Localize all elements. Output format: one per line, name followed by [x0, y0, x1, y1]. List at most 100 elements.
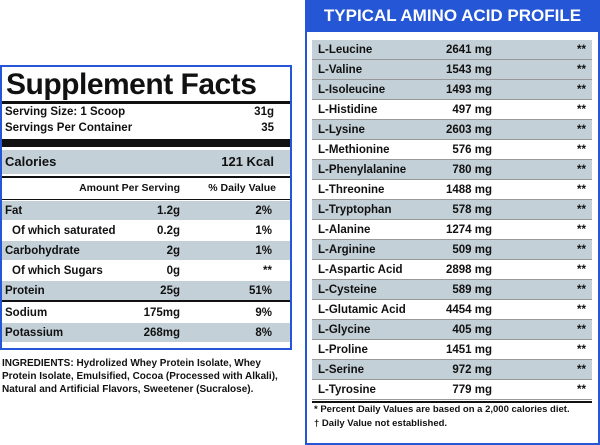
amino-dv: ** [577, 164, 586, 176]
amino-dv: ** [577, 124, 586, 136]
amino-name: L-Aspartic Acid [318, 264, 403, 276]
rule [312, 279, 592, 280]
rule [2, 199, 290, 200]
rule [312, 99, 592, 100]
amino-amount: 576 mg [452, 144, 492, 156]
rule [2, 101, 290, 104]
servings-value: 35 [261, 122, 274, 134]
row-band [312, 320, 592, 339]
amino-dv: ** [577, 84, 586, 96]
row-band [312, 160, 592, 179]
amino-dv: ** [577, 64, 586, 76]
row-band [312, 80, 592, 99]
amino-amount: 1543 mg [445, 64, 492, 76]
ingredients-text: Hydrolized Whey Protein Isolate, Whey Pr… [2, 358, 278, 395]
row-band [2, 281, 290, 300]
amino-amount: 972 mg [452, 364, 492, 376]
amino-name: L-Methionine [318, 144, 390, 156]
amino-dv: ** [577, 44, 586, 56]
amino-name: L-Tyrosine [318, 384, 376, 396]
amino-dv: ** [577, 184, 586, 196]
amino-amount: 509 mg [452, 244, 492, 256]
column-header: % Daily Value [208, 182, 276, 194]
amino-amount: 1488 mg [445, 184, 492, 196]
row-band [312, 240, 592, 259]
amino-dv: ** [577, 304, 586, 316]
amino-dv: ** [577, 264, 586, 276]
nutrient-name: Carbohydrate [5, 245, 80, 257]
nutrient-name: Potassium [5, 327, 64, 339]
rule [312, 259, 592, 260]
amino-dv: ** [577, 204, 586, 216]
amino-name: L-Isoleucine [318, 84, 386, 96]
row-band [312, 60, 592, 79]
nutrient-dv: 2% [255, 205, 272, 217]
rule [312, 319, 592, 320]
rule [312, 219, 592, 220]
nutrient-dv: 1% [255, 225, 272, 237]
facts-panel [0, 65, 292, 350]
rule [312, 179, 592, 180]
nutrient-amount: 0g [166, 265, 180, 277]
amino-amount: 2898 mg [445, 264, 492, 276]
rule [2, 176, 290, 178]
footnote: * Percent Daily Values are based on a 2,… [314, 404, 570, 415]
nutrient-dv: ** [263, 265, 272, 277]
rule [312, 119, 592, 120]
row-band [2, 201, 290, 220]
nutrient-amount: 268mg [143, 327, 180, 339]
calories-band [2, 150, 290, 174]
nutrient-name: Sodium [5, 307, 48, 319]
row-band [312, 200, 592, 219]
amino-amount: 4454 mg [445, 304, 492, 316]
rule [312, 359, 592, 360]
nutrient-dv: 1% [255, 245, 272, 257]
amino-amount: 1274 mg [445, 224, 492, 236]
rule [312, 199, 592, 200]
nutrient-dv: 9% [255, 307, 272, 319]
amino-amount: 497 mg [452, 104, 492, 116]
amino-name: L-Tryptophan [318, 204, 392, 216]
amino-amount: 2641 mg [445, 44, 492, 56]
amino-name: L-Threonine [318, 184, 385, 196]
amino-amount: 1493 mg [445, 84, 492, 96]
amino-name: L-Valine [318, 64, 363, 76]
row-band [312, 360, 592, 379]
amino-dv: ** [577, 344, 586, 356]
calories-label: Calories [5, 154, 57, 169]
nutrient-name: Fat [5, 205, 23, 217]
nutrient-name: Of which Sugars [12, 265, 103, 277]
amino-amount: 589 mg [452, 284, 492, 296]
amino-name: L-Cysteine [318, 284, 377, 296]
amino-dv: ** [577, 364, 586, 376]
amino-amount: 405 mg [452, 324, 492, 336]
nutrient-name: Protein [5, 285, 45, 297]
serving-size-value: 31g [254, 106, 274, 118]
row-band [2, 241, 290, 260]
nutrient-amount: 0.2g [156, 225, 180, 237]
amino-name: L-Glycine [318, 324, 371, 336]
rule [312, 79, 592, 80]
amino-name: L-Arginine [318, 244, 376, 256]
ingredients-label: INGREDIENTS: [2, 358, 74, 369]
rule [2, 139, 290, 147]
amino-dv: ** [577, 284, 586, 296]
nutrient-dv: 51% [248, 285, 272, 297]
amino-name: L-Proline [318, 344, 368, 356]
rule [312, 139, 592, 140]
nutrient-amount: 2g [166, 245, 180, 257]
row-band [2, 323, 290, 342]
amino-dv: ** [577, 244, 586, 256]
amino-amount: 780 mg [452, 164, 492, 176]
amino-name: L-Phenylalanine [318, 164, 407, 176]
rule [312, 299, 592, 300]
amino-title: TYPICAL AMINO ACID PROFILE [323, 6, 582, 25]
amino-dv: ** [577, 384, 586, 396]
rule [312, 59, 592, 60]
amino-name: L-Lysine [318, 124, 365, 136]
amino-dv: ** [577, 324, 586, 336]
nutrient-amount: 175mg [143, 307, 180, 319]
ingredients: INGREDIENTS: Hydrolized Whey Protein Iso… [2, 357, 296, 396]
amino-name: L-Glutamic Acid [318, 304, 406, 316]
